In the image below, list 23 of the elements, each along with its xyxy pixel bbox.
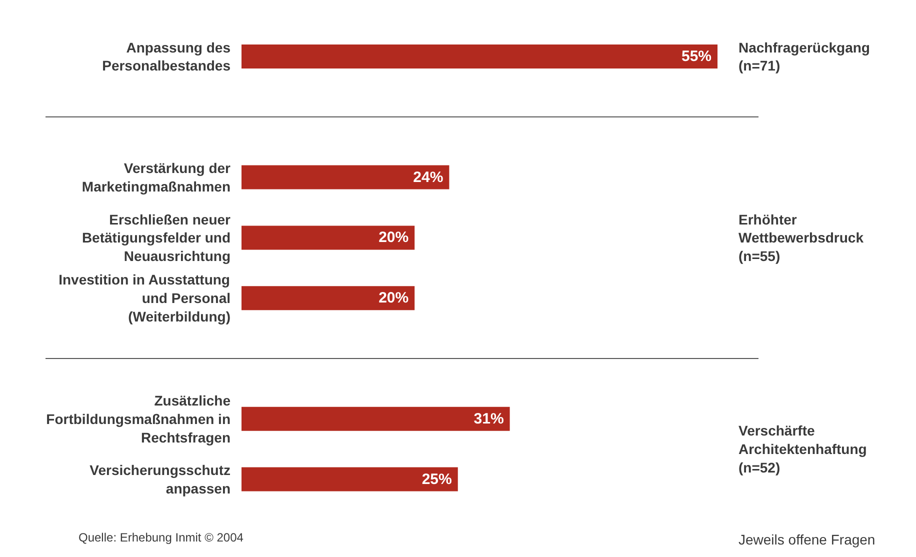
- data-label: 20%: [378, 290, 409, 307]
- data-label: 31%: [474, 410, 504, 428]
- y-tick-label: Anpassung des Personalbestandes: [102, 39, 231, 74]
- y-tick-label: Investition in Ausstattung und Personal (Weiterbildung): [58, 272, 231, 324]
- y-tick-label: Versicherungsschutz anpassen: [90, 462, 231, 496]
- y-tick-label: Zusätzliche Fortbildungsmaßnahmen in Rechtsfragen: [46, 392, 231, 446]
- text: Erhöhter Wettbewerbsdruck (n=55): [738, 211, 864, 264]
- y-tick-label: Verstärkung der Marketingmaßnahmen: [82, 160, 232, 194]
- source-note: Quelle: Erhebung Inmit © 2004: [78, 530, 244, 544]
- text: Verschärfte Architektenhaftung (n=52): [738, 422, 867, 476]
- bar: [242, 286, 415, 310]
- bar: [242, 226, 415, 250]
- text: Jeweils offene Fragen: [738, 532, 876, 548]
- data-label: 20%: [378, 229, 409, 246]
- bar: [242, 165, 450, 190]
- bar: [242, 406, 510, 431]
- data-label: 55%: [681, 48, 712, 65]
- y-tick-label: Erschließen neuer Betätigungsfelder und Neuausrichtung: [82, 211, 232, 264]
- data-label: 25%: [422, 470, 452, 488]
- bar: [242, 467, 458, 492]
- bar: [242, 44, 718, 68]
- data-label: 24%: [413, 168, 444, 186]
- text: Nachfragerückgang (n=71): [738, 39, 870, 74]
